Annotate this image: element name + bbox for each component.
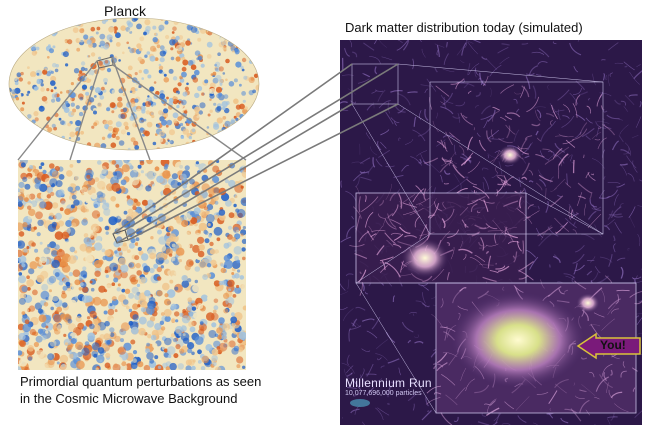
you-label: You! xyxy=(600,338,626,352)
simulation-logo xyxy=(350,399,370,407)
cmb-to-dark-matter-connectors xyxy=(112,63,399,244)
dark-matter-title: Dark matter distribution today (simulate… xyxy=(345,20,583,35)
cmb-zoom-patch xyxy=(18,160,246,370)
dark-matter-simulation xyxy=(340,40,642,425)
planck-sky-map xyxy=(8,17,260,151)
simulation-name: Millennium Run xyxy=(345,376,432,390)
particle-count: 10,077,696,000 particles xyxy=(345,390,422,397)
planck-title: Planck xyxy=(103,3,147,19)
planck-zoom-connectors xyxy=(17,56,247,161)
cmb-caption: Primordial quantum perturbations as seen… xyxy=(20,374,262,406)
